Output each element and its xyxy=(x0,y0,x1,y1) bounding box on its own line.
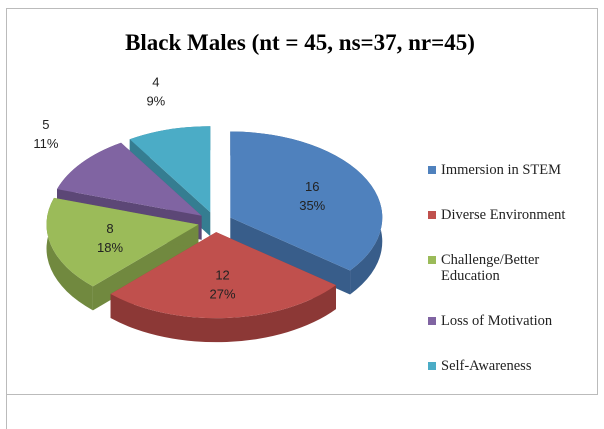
pie xyxy=(46,126,383,343)
slice-top xyxy=(129,126,211,213)
legend-item: Challenge/Better Education xyxy=(428,252,598,284)
slice-top xyxy=(110,232,336,319)
data-label: 5 xyxy=(42,117,49,132)
data-label: 4 xyxy=(152,75,159,90)
data-label: 16 xyxy=(305,179,319,194)
legend-label: Immersion in STEM xyxy=(441,162,562,178)
slice-wall xyxy=(46,197,93,311)
legend-item: Diverse Environment xyxy=(428,207,598,223)
legend-label: Self-Awareness xyxy=(441,358,532,374)
slice-top xyxy=(230,131,383,271)
legend: Immersion in STEM Diverse Environment Chal… xyxy=(428,162,598,403)
data-label-percent: 18% xyxy=(97,240,123,255)
legend-label: Loss of Motivation xyxy=(441,313,553,329)
legend-item: Immersion in STEM xyxy=(428,162,598,178)
slice-wall xyxy=(110,285,336,343)
slice xyxy=(110,232,336,343)
legend-swatch xyxy=(428,256,436,264)
chart-title: Black Males (nt = 45, ns=37, nr=45) xyxy=(125,30,475,55)
slice-side xyxy=(230,217,351,295)
legend-label: Challenge/Better Education xyxy=(441,252,540,284)
data-label: 8 xyxy=(106,221,113,236)
legend-swatch xyxy=(428,211,436,219)
slice-side xyxy=(92,224,199,311)
legend-swatch xyxy=(428,317,436,325)
legend-swatch xyxy=(428,166,436,174)
legend-swatch xyxy=(428,362,436,370)
data-label-percent: 35% xyxy=(299,198,325,213)
data-label-percent: 27% xyxy=(210,287,236,302)
slice xyxy=(230,131,383,295)
data-label: 12 xyxy=(215,268,229,283)
slice-top xyxy=(57,142,202,216)
legend-item: Loss of Motivation xyxy=(428,313,598,329)
legend-item: Self-Awareness xyxy=(428,358,598,374)
chart-border xyxy=(6,8,598,395)
data-label-percent: 9% xyxy=(146,94,165,109)
slice xyxy=(46,197,199,311)
slice-top xyxy=(46,197,199,287)
data-label-percent: 11% xyxy=(33,136,58,151)
legend-label: Diverse Environment xyxy=(441,207,566,223)
